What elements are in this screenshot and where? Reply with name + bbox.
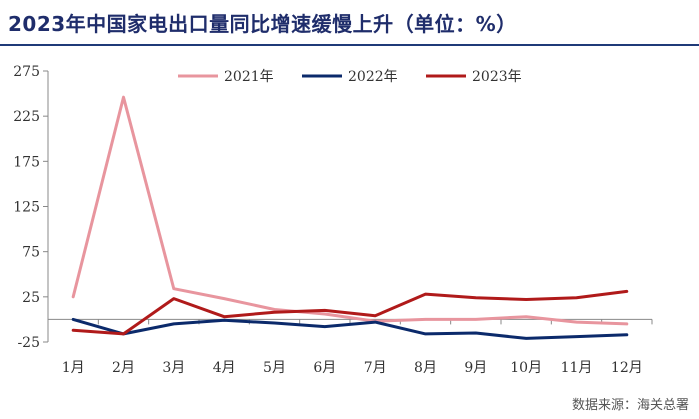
y-tick-label: 75: [22, 245, 40, 261]
series-line-2023年: [71, 289, 629, 336]
legend-label: 2022年: [348, 69, 398, 85]
x-tick-label: 12月: [611, 360, 643, 376]
x-tick-label: 4月: [213, 360, 236, 376]
y-tick-label: 225: [13, 109, 40, 125]
x-tick-label: 10月: [510, 360, 542, 376]
chart-title: 2023年中国家电出口量同比增速缓慢上升（单位：%）: [8, 12, 517, 36]
x-tick-label: 5月: [263, 360, 286, 376]
x-tick-label: 2月: [112, 360, 135, 376]
title-divider: [0, 44, 699, 46]
y-tick-label: 275: [13, 64, 40, 80]
x-tick-label: 9月: [464, 360, 487, 376]
y-tick-label: 25: [22, 290, 40, 306]
legend-label: 2023年: [472, 69, 522, 85]
series-line-2021年: [71, 95, 629, 326]
x-tick-label: 6月: [313, 360, 336, 376]
x-tick-label: 7月: [364, 360, 387, 376]
x-tick-label: 8月: [414, 360, 437, 376]
y-tick-label: 175: [13, 154, 40, 170]
legend-label: 2021年: [224, 69, 274, 85]
x-tick-label: 1月: [62, 360, 85, 376]
x-tick-label: 11月: [561, 360, 593, 376]
source-note: 数据来源：海关总署: [571, 398, 689, 413]
y-tick-label: -25: [17, 335, 40, 351]
y-tick-label: 125: [13, 200, 40, 216]
x-tick-label: 3月: [162, 360, 185, 376]
series-line-2022年: [71, 317, 629, 340]
